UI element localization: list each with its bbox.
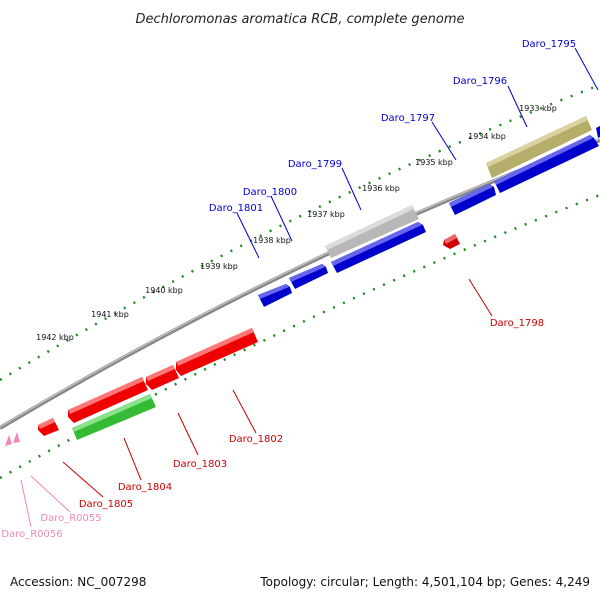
tick-label-1941: 1941 kbp bbox=[91, 310, 129, 319]
gene-daro-r0056[interactable] bbox=[5, 435, 12, 446]
tick-label-1942: 1942 kbp bbox=[36, 333, 74, 342]
map-title: Dechloromonas aromatica RCB, complete ge… bbox=[135, 12, 464, 27]
gene-daro-1795[interactable] bbox=[596, 126, 600, 138]
highlight-green bbox=[72, 394, 156, 440]
tick-label-1935: 1935 kbp bbox=[415, 158, 453, 167]
label-daro-1803[interactable]: Daro_1803 bbox=[173, 459, 227, 470]
highlight-olive bbox=[486, 116, 592, 178]
label-daro-r0055[interactable]: Daro_R0055 bbox=[40, 513, 101, 524]
gene-daro-1797[interactable] bbox=[449, 184, 496, 215]
inner-tick-ring bbox=[0, 193, 600, 480]
tick-label-1937: 1937 kbp bbox=[307, 210, 345, 219]
genome-stats-text: Topology: circular; Length: 4,501,104 bp… bbox=[259, 575, 590, 589]
label-daro-1798[interactable]: Daro_1798 bbox=[490, 318, 544, 329]
highlight-gray bbox=[325, 205, 419, 258]
tick-label-1938: 1938 kbp bbox=[253, 236, 291, 245]
gene-daro-1803[interactable] bbox=[146, 365, 179, 390]
outer-tick-ring bbox=[0, 83, 600, 382]
tick-label-1933: 1933 kbp bbox=[519, 104, 557, 113]
gene-daro-1802[interactable] bbox=[176, 328, 258, 376]
leader-lines bbox=[20, 47, 599, 528]
gene-daro-1800[interactable] bbox=[289, 264, 328, 289]
gene-daro-1798[interactable] bbox=[443, 234, 460, 249]
label-daro-1800[interactable]: Daro_1800 bbox=[243, 187, 297, 198]
label-daro-1805[interactable]: Daro_1805 bbox=[79, 499, 133, 510]
label-daro-1802[interactable]: Daro_1802 bbox=[229, 434, 283, 445]
label-daro-1801[interactable]: Daro_1801 bbox=[209, 203, 263, 214]
gene-daro-1799[interactable] bbox=[331, 222, 426, 273]
label-daro-r0056[interactable]: Daro_R0056 bbox=[1, 529, 62, 540]
label-daro-1799[interactable]: Daro_1799 bbox=[288, 159, 342, 170]
gene-daro-1804[interactable] bbox=[68, 377, 148, 423]
label-daro-1795[interactable]: Daro_1795 bbox=[522, 39, 576, 50]
tick-label-1936: 1936 kbp bbox=[362, 184, 400, 193]
label-daro-1797[interactable]: Daro_1797 bbox=[381, 113, 435, 124]
gene-daro-1801[interactable] bbox=[258, 284, 292, 307]
tick-label-1934: 1934 kbp bbox=[468, 132, 506, 141]
tick-label-1939: 1939 kbp bbox=[200, 262, 238, 271]
gene-daro-1805[interactable] bbox=[38, 418, 59, 436]
label-daro-1804[interactable]: Daro_1804 bbox=[118, 482, 172, 493]
gene-daro-r0055[interactable] bbox=[13, 432, 20, 443]
label-daro-1796[interactable]: Daro_1796 bbox=[453, 76, 507, 87]
gene-daro-1796[interactable] bbox=[494, 135, 599, 193]
accession-text: Accession: NC_007298 bbox=[10, 575, 146, 589]
tick-label-1940: 1940 kbp bbox=[145, 286, 183, 295]
